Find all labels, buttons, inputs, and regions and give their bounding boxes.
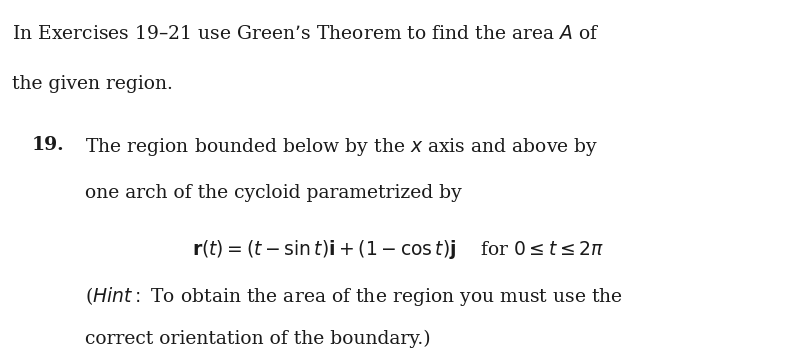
Text: In Exercises 19–21 use Green’s Theorem to find the area $A$ of: In Exercises 19–21 use Green’s Theorem t… (12, 25, 599, 43)
Text: ($\mathit{Hint:}$ To obtain the area of the region you must use the: ($\mathit{Hint:}$ To obtain the area of … (84, 285, 622, 308)
Text: one arch of the cycloid parametrized by: one arch of the cycloid parametrized by (84, 184, 462, 202)
Text: 19.: 19. (32, 135, 64, 153)
Text: $\mathbf{r}$$(t) = (t - \sin t)\mathbf{i} + (1 - \cos t)\mathbf{j}\quad$ for $0 : $\mathbf{r}$$(t) = (t - \sin t)\mathbf{i… (192, 238, 604, 261)
Text: correct orientation of the boundary.): correct orientation of the boundary.) (84, 330, 431, 348)
Text: the given region.: the given region. (12, 75, 173, 93)
Text: The region bounded below by the $x$ axis and above by: The region bounded below by the $x$ axis… (84, 135, 598, 158)
